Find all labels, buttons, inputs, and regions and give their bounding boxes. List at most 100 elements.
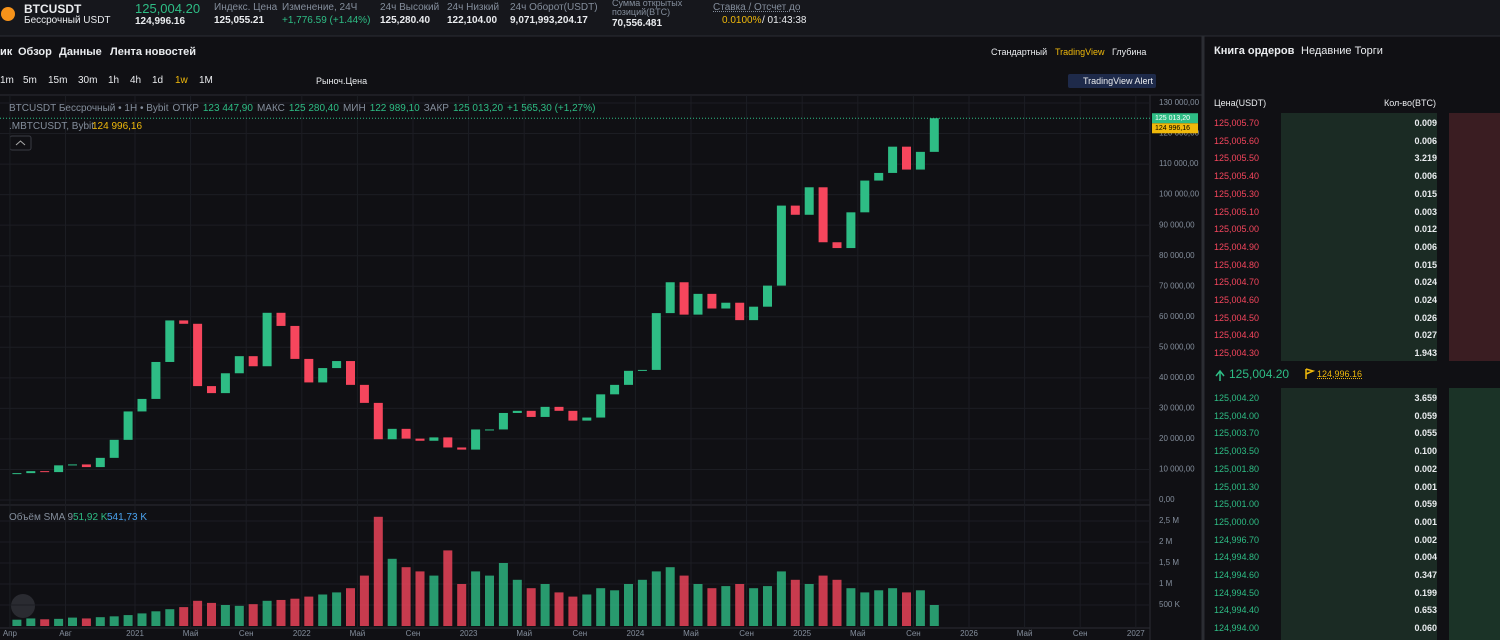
- order-qty: 0.015: [1414, 188, 1437, 199]
- tab[interactable]: Данные: [59, 46, 102, 58]
- interval[interactable]: 5m: [23, 75, 37, 86]
- candle: [318, 368, 328, 383]
- volume-bar: [568, 596, 578, 626]
- y-tick-label: 80 000,00: [1159, 251, 1195, 260]
- volume-bar: [846, 588, 856, 626]
- volume-bar: [526, 588, 536, 626]
- candle: [637, 369, 647, 371]
- stat-value: 125,280.40: [380, 15, 431, 26]
- volume-bar: [554, 592, 564, 626]
- collapse-button[interactable]: [9, 135, 32, 151]
- interval[interactable]: 15m: [48, 75, 68, 86]
- interval[interactable]: 1M: [199, 75, 213, 86]
- volume-bar: [248, 604, 258, 626]
- volume-bar: [540, 584, 550, 626]
- last-price-label: 125 013,20: [1155, 115, 1190, 122]
- order-price: 125,004.40: [1214, 330, 1260, 341]
- order-qty: 0.100: [1414, 446, 1437, 457]
- order-price: 125,004.00: [1214, 410, 1260, 421]
- interval[interactable]: 1m: [0, 75, 14, 86]
- interval[interactable]: 30m: [78, 75, 98, 86]
- candle: [624, 370, 633, 385]
- order-qty: 0.003: [1414, 206, 1437, 217]
- order-price: 125,001.80: [1214, 463, 1260, 474]
- volume-bar: [679, 575, 689, 626]
- coin-icon: [1, 7, 15, 21]
- y-tick-label: 130 000,00: [1159, 98, 1200, 107]
- volume-bar: [332, 592, 342, 626]
- candle: [596, 394, 606, 418]
- ohlc-value: 123 447,90: [202, 103, 253, 114]
- stat-label: Изменение, 24Ч: [282, 2, 358, 13]
- tab[interactable]: Обзор: [18, 46, 52, 58]
- tab[interactable]: Лента новостей: [110, 46, 196, 58]
- order-price: 124,996.70: [1214, 534, 1260, 545]
- order-price: 125,005.40: [1214, 171, 1260, 182]
- volume-bar: [151, 611, 161, 626]
- stat-value: 9,071,993,204.17: [510, 15, 588, 26]
- candle: [346, 361, 355, 385]
- volume-bar: [624, 584, 633, 626]
- y-tick-label: 20 000,00: [1159, 434, 1195, 443]
- candle: [471, 429, 481, 450]
- order-price: 125,005.50: [1214, 153, 1260, 164]
- volume-bar: [68, 617, 77, 626]
- order-qty: 0.006: [1414, 241, 1437, 252]
- candle: [40, 471, 50, 473]
- volume-bar: [137, 613, 147, 626]
- volume-bar: [457, 584, 467, 626]
- volume-bar: [888, 588, 898, 626]
- candle: [498, 412, 508, 430]
- order-price: 125,001.30: [1214, 481, 1260, 492]
- stat-label: Индекс. Цена: [214, 2, 278, 13]
- view-option[interactable]: Стандартный: [991, 47, 1048, 57]
- mark-flag: [1305, 368, 1316, 379]
- order-qty: 0.026: [1414, 312, 1437, 323]
- x-tick-label: 2026: [960, 629, 978, 638]
- candle: [818, 187, 828, 243]
- candle: [81, 464, 91, 468]
- volume-bar: [401, 567, 411, 626]
- volume-bar: [109, 616, 119, 626]
- candle: [193, 323, 203, 387]
- x-tick-label: 2025: [793, 629, 811, 638]
- mid-price: 125,004.20: [1229, 367, 1290, 381]
- volume-bar: [276, 599, 286, 626]
- volume-bar: [193, 600, 203, 626]
- stat-value: +1,776.59 (+1.44%): [282, 15, 371, 26]
- interval[interactable]: 1w: [175, 75, 188, 86]
- orderbook-tab[interactable]: Недавние Торги: [1301, 45, 1383, 57]
- interval[interactable]: 1h: [108, 75, 120, 86]
- volume-bar: [179, 607, 189, 626]
- x-tick-label: 2022: [293, 629, 311, 638]
- volume-sma: 51,92 K: [73, 512, 108, 523]
- alert-label[interactable]: TradingView Alert: [1083, 76, 1154, 86]
- x-tick-label: Апр: [3, 629, 18, 638]
- order-qty: 0.002: [1414, 534, 1437, 545]
- interval[interactable]: 1d: [152, 75, 164, 86]
- order-qty: 1.943: [1414, 348, 1437, 359]
- interval[interactable]: 4h: [130, 75, 142, 86]
- order-price: 125,005.60: [1214, 135, 1260, 146]
- candle: [846, 212, 856, 249]
- top-bar: [0, 0, 1500, 36]
- tab[interactable]: ик: [0, 46, 13, 58]
- alert-button[interactable]: [1068, 74, 1156, 88]
- candle: [526, 410, 536, 417]
- volume-bar: [12, 619, 22, 626]
- view-option[interactable]: TradingView: [1055, 47, 1105, 57]
- price-type[interactable]: Рыноч.Цена: [316, 76, 368, 86]
- candle: [276, 312, 286, 326]
- candle: [290, 325, 300, 359]
- candle: [95, 457, 105, 468]
- volume-tick-label: 2,5 M: [1159, 516, 1179, 525]
- orderbook-tab[interactable]: Книга ордеров: [1214, 45, 1295, 57]
- view-option[interactable]: Глубина: [1112, 47, 1147, 57]
- candle: [68, 464, 77, 466]
- x-tick-label: 2023: [460, 629, 478, 638]
- candle: [721, 302, 731, 309]
- candle: [359, 384, 369, 403]
- candle: [429, 437, 439, 441]
- legend-title: BTCUSDT Бессрочный • 1H • Bybit: [9, 103, 169, 114]
